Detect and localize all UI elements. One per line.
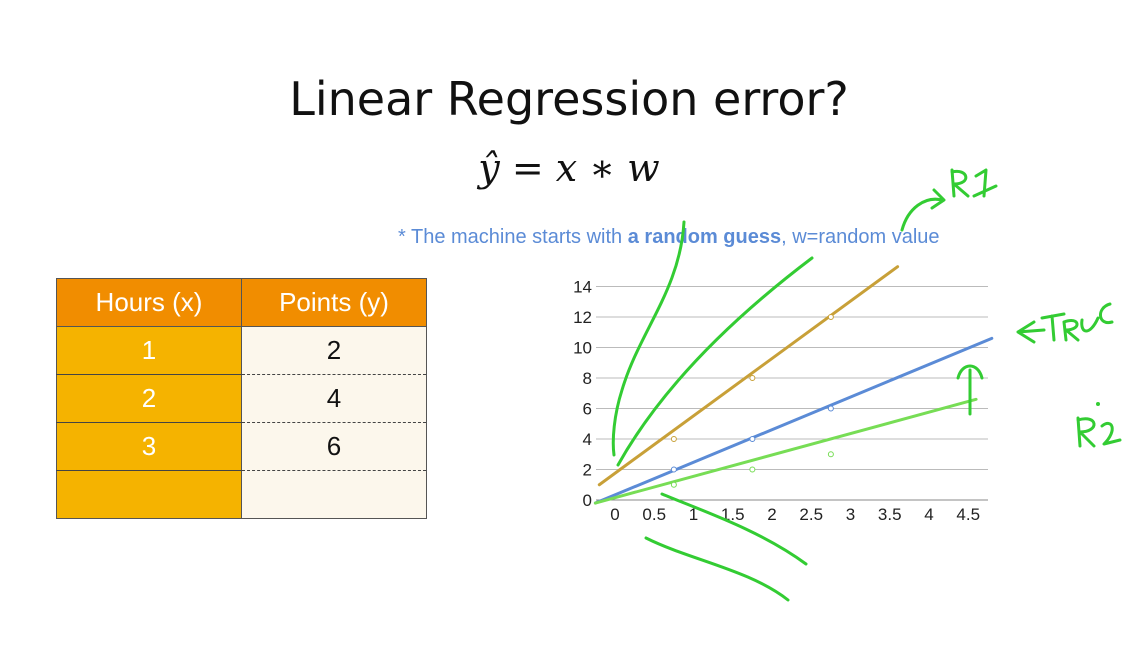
data-point — [827, 314, 834, 320]
y-tick-label: 6 — [583, 400, 592, 419]
chart-grid — [596, 286, 988, 501]
pen-stroke-r1-digit — [972, 168, 998, 198]
series-line — [593, 336, 994, 505]
formula: ŷ = x ∗ w — [478, 146, 660, 190]
pen-stroke-guess-line-2 — [616, 256, 814, 467]
data-point — [670, 481, 677, 488]
note-text: * The machine starts with a random guess… — [398, 226, 940, 249]
cell-points: 2 — [241, 326, 427, 375]
x-tick-label: 0.5 — [642, 505, 666, 524]
x-tick-label: 4 — [924, 505, 933, 524]
cell-points: 6 — [241, 422, 427, 471]
data-point — [749, 466, 756, 473]
cell-hours: 3 — [56, 422, 242, 471]
chart-markers — [670, 314, 834, 488]
table-header-row: Hours (x) Points (y) — [56, 278, 427, 327]
pen-stroke-guess-line-1 — [611, 220, 686, 457]
data-point — [827, 405, 834, 412]
pen-dot — [1096, 402, 1100, 406]
cell-points — [241, 470, 427, 519]
series-line — [593, 397, 978, 505]
x-tick-labels: 0 0.5 1 1.5 2 2.5 3 3.5 4 4.5 — [610, 505, 980, 524]
data-point — [670, 466, 677, 473]
y-tick-label: 8 — [583, 369, 592, 388]
pen-stroke-true-letter-e — [1099, 302, 1114, 325]
pen-stroke-r2-letter-r — [1076, 416, 1096, 448]
header-hours: Hours (x) — [56, 278, 242, 327]
pen-stroke-true-letter-u — [1080, 316, 1100, 333]
y-tick-label: 14 — [573, 278, 592, 297]
pen-stroke-true-letter-t — [1040, 312, 1066, 342]
header-points: Points (y) — [241, 278, 427, 327]
x-tick-label: 1.5 — [721, 505, 745, 524]
x-tick-label: 2.5 — [799, 505, 823, 524]
y-tick-labels: 0 2 4 6 8 10 12 14 — [573, 278, 592, 511]
handwritten-annotations — [611, 168, 1122, 602]
x-tick-label: 2 — [767, 505, 776, 524]
y-tick-label: 2 — [583, 461, 592, 480]
pen-stroke-r1-letter-r — [950, 168, 970, 198]
data-point — [827, 451, 834, 458]
y-tick-label: 4 — [583, 430, 592, 449]
chart-series — [593, 265, 994, 505]
pen-stroke-r1-arrow — [900, 188, 946, 232]
y-tick-label: 10 — [573, 339, 592, 358]
pen-stroke-r2-digit — [1100, 421, 1122, 446]
cell-hours: 1 — [56, 326, 242, 375]
pen-stroke-under-2 — [644, 536, 790, 602]
data-point — [670, 436, 677, 442]
data-point — [749, 375, 756, 381]
series-line — [597, 265, 900, 487]
table-row — [56, 470, 427, 519]
cell-points: 4 — [241, 374, 427, 423]
pen-stroke-up-arrow — [956, 364, 984, 416]
note-prefix: * The machine starts with — [398, 226, 628, 248]
x-tick-label: 0 — [610, 505, 619, 524]
pen-stroke-under-1 — [660, 492, 808, 566]
pen-stroke-true-arrow — [1016, 320, 1046, 344]
x-tick-label: 3.5 — [878, 505, 902, 524]
pen-stroke-true-letter-r — [1062, 319, 1080, 342]
y-tick-label: 0 — [583, 491, 592, 510]
x-tick-label: 3 — [846, 505, 855, 524]
x-tick-label: 4.5 — [956, 505, 980, 524]
y-tick-label: 12 — [573, 308, 592, 327]
note-suffix: , w=random value — [781, 226, 940, 248]
slide-title: Linear Regression error? — [289, 72, 849, 126]
x-tick-label: 1 — [689, 505, 698, 524]
cell-hours — [56, 470, 242, 519]
cell-hours: 2 — [56, 374, 242, 423]
data-point — [749, 436, 756, 442]
note-bold: a random guess — [627, 226, 782, 248]
